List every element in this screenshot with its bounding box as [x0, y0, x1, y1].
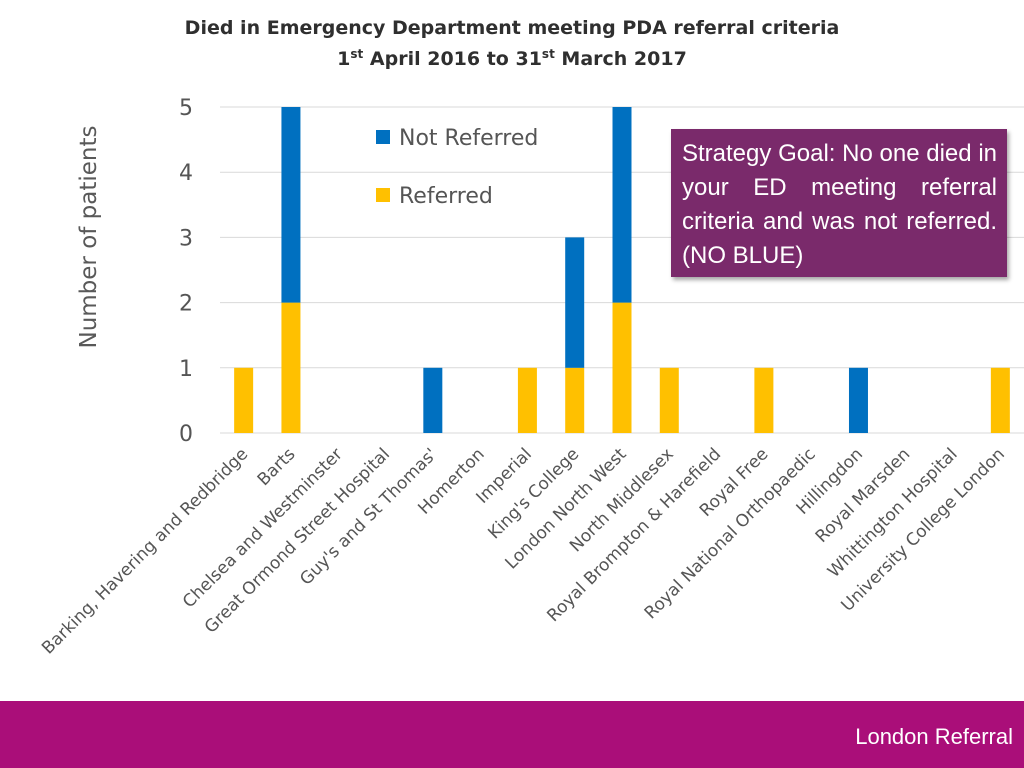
- legend-label: Referred: [399, 184, 493, 209]
- bars: [234, 107, 1010, 433]
- bar-not-referred: [281, 107, 301, 303]
- x-axis-category-labels: Barking, Havering and Redbridge BartsChel…: [38, 444, 1009, 658]
- y-tick-label: 1: [179, 357, 193, 382]
- bar-not-referred: [612, 107, 632, 303]
- y-tick-label: 4: [179, 161, 193, 186]
- chart-title: Died in Emergency Department meeting PDA…: [185, 17, 840, 39]
- y-axis-label: Number of patients: [76, 125, 102, 348]
- bar-referred: [659, 367, 679, 433]
- y-tick-label: 5: [179, 96, 193, 121]
- legend: Not Referred Referred: [376, 126, 538, 209]
- bar-referred: [612, 302, 632, 433]
- bar-referred: [990, 367, 1010, 433]
- bar-referred: [281, 302, 301, 433]
- x-category-label: Royal Brompton & Harefield: [543, 444, 725, 626]
- bar-referred: [517, 367, 537, 433]
- footer-bar: London Referral: [0, 701, 1024, 768]
- bar-referred: [565, 367, 585, 433]
- y-axis-ticks: 0 1 2 3 4 5: [179, 96, 193, 447]
- bar-referred: [234, 367, 254, 433]
- legend-label: Not Referred: [399, 126, 538, 151]
- bar-not-referred: [565, 237, 585, 368]
- y-tick-label: 0: [179, 422, 193, 447]
- strategy-goal-text: Strategy Goal: No one died in your ED me…: [682, 140, 997, 269]
- footer-label: London Referral: [855, 724, 1013, 749]
- bar-referred: [754, 367, 774, 433]
- strategy-goal-callout: Strategy Goal: No one died in your ED me…: [671, 129, 1007, 277]
- y-tick-label: 3: [179, 226, 193, 251]
- legend-swatch: [376, 188, 390, 202]
- chart-subtitle: 1st April 2016 to 31st March 2017: [337, 47, 687, 70]
- bar-not-referred: [423, 367, 443, 433]
- stacked-bar-chart: Died in Emergency Department meeting PDA…: [38, 17, 1024, 658]
- legend-swatch: [376, 130, 390, 144]
- bar-not-referred: [848, 367, 868, 433]
- y-tick-label: 2: [179, 292, 193, 317]
